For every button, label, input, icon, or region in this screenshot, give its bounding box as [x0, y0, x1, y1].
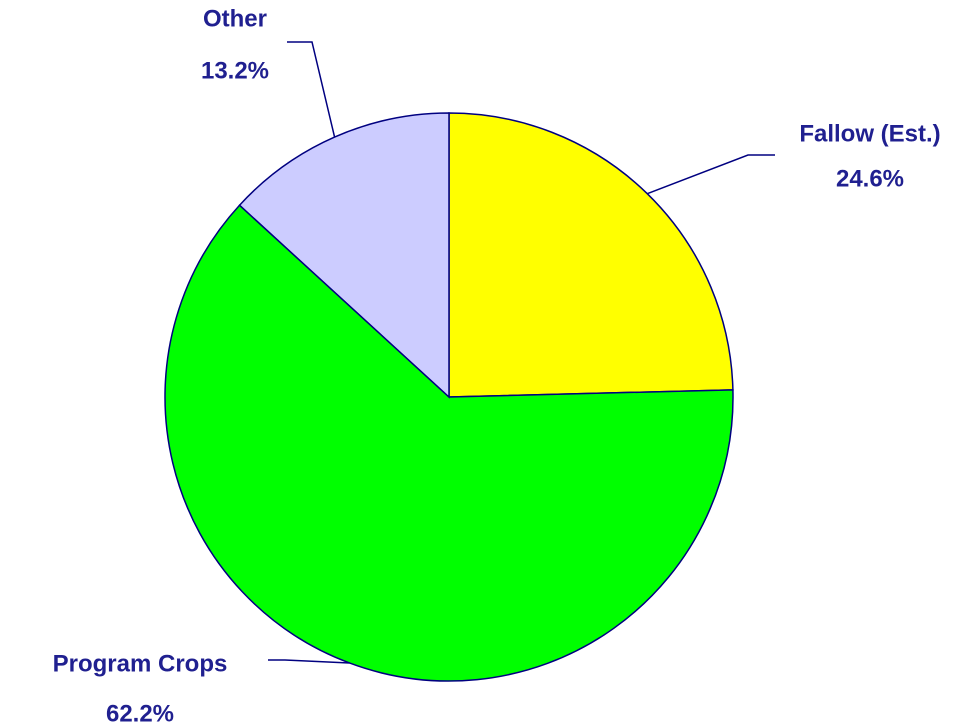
slice-label: Other [203, 5, 267, 32]
slice-value-label: 13.2% [201, 57, 269, 84]
slice-value-label: 62.2% [106, 700, 174, 727]
leader-line [287, 41, 336, 138]
slice-label: Program Crops [53, 650, 228, 677]
slice-value-label: 24.6% [836, 165, 904, 192]
pie-slice [238, 112, 450, 399]
pie-slice [448, 112, 734, 398]
slice-label: Fallow (Est.) [799, 120, 940, 147]
leader-line [268, 659, 350, 664]
leader-line [647, 154, 775, 195]
